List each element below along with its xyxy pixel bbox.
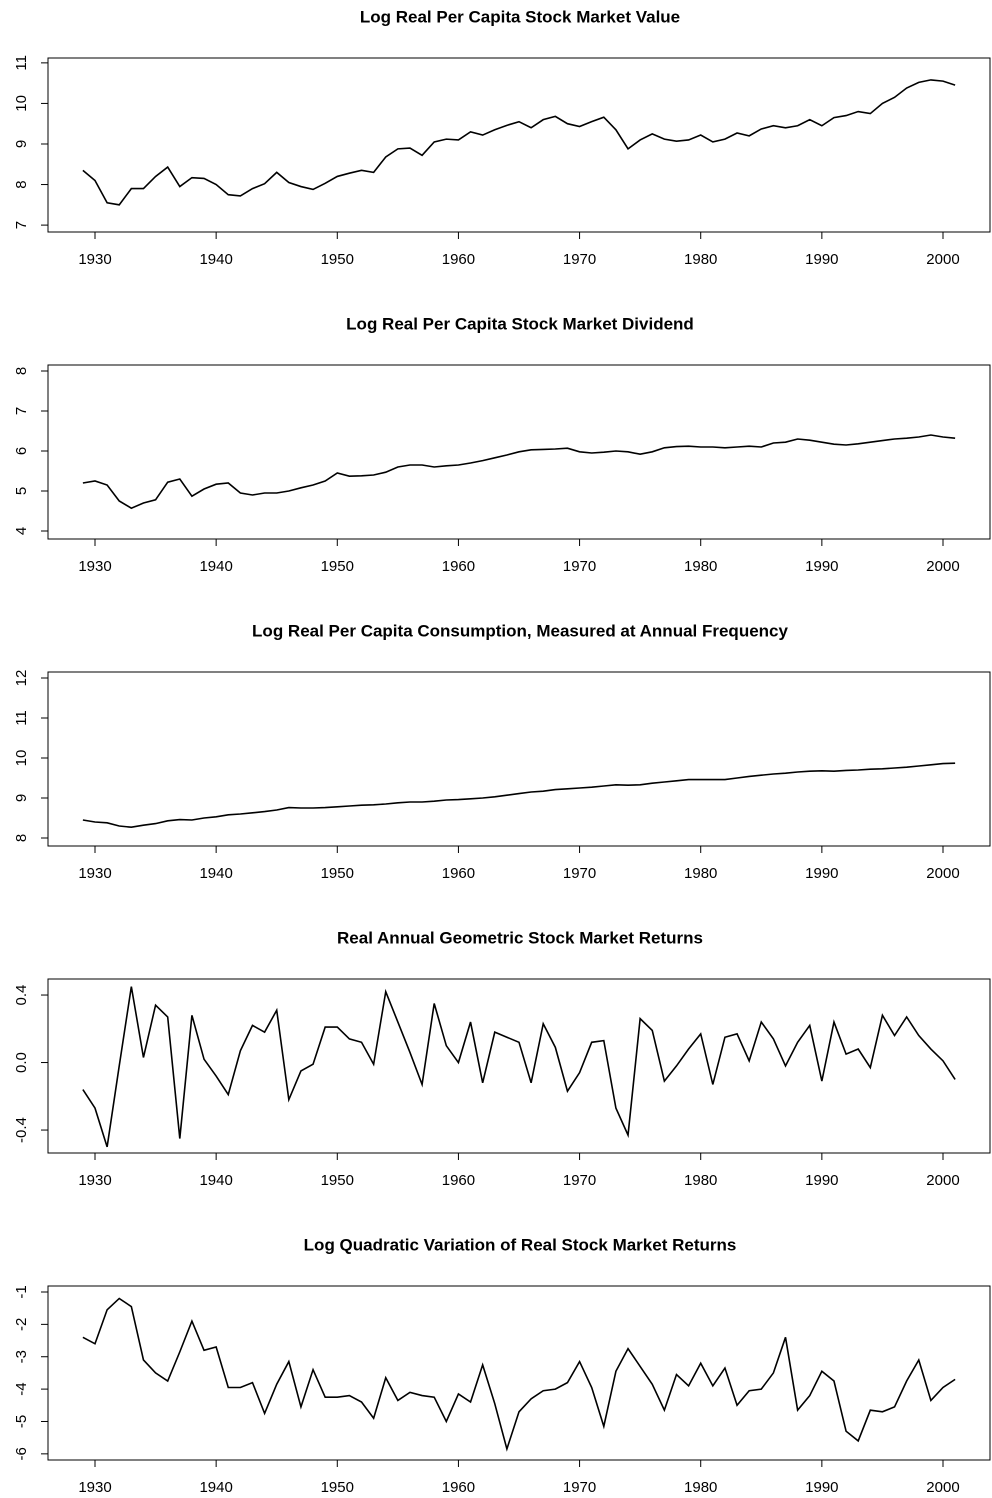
x-tick-label: 1960 [442, 865, 475, 882]
data-line [82, 79, 956, 206]
data-line [82, 986, 956, 1148]
y-tick-label: -6 [13, 1447, 30, 1460]
y-tick-label: -2 [13, 1318, 30, 1331]
chart-title: Log Real Per Capita Stock Market Dividen… [346, 314, 694, 333]
x-tick-label: 2000 [926, 251, 959, 268]
x-tick-label: 1970 [563, 1479, 596, 1496]
y-tick-label: 11 [13, 55, 30, 71]
x-tick-label: 1980 [684, 865, 717, 882]
x-tick-label: 2000 [926, 1172, 959, 1189]
y-tick-label: 7 [13, 407, 30, 415]
y-tick-label: 10 [13, 95, 30, 112]
x-tick-label: 1990 [805, 251, 838, 268]
x-tick-label: 1970 [563, 865, 596, 882]
y-tick-label: 0.4 [13, 985, 30, 1006]
y-tick-label: 12 [13, 670, 30, 687]
x-tick-label: 2000 [926, 1479, 959, 1496]
y-tick-label: 0.0 [13, 1052, 30, 1073]
y-tick-label: 6 [13, 447, 30, 455]
x-tick-label: 1930 [78, 251, 111, 268]
y-tick-label: -4 [13, 1382, 30, 1395]
x-tick-label: 1940 [199, 865, 232, 882]
x-tick-label: 1990 [805, 865, 838, 882]
chart-title: Log Real Per Capita Consumption, Measure… [252, 621, 788, 640]
y-tick-label: 8 [13, 367, 30, 375]
x-tick-label: 1960 [442, 1172, 475, 1189]
data-line [82, 434, 956, 510]
x-tick-label: 1950 [321, 1172, 354, 1189]
x-tick-label: 1940 [199, 1479, 232, 1496]
x-tick-label: 1950 [321, 558, 354, 575]
y-tick-label: 9 [13, 794, 30, 802]
y-tick-label: 8 [13, 180, 30, 188]
x-tick-label: 1980 [684, 558, 717, 575]
x-tick-label: 1970 [563, 251, 596, 268]
x-tick-label: 2000 [926, 865, 959, 882]
x-tick-label: 1960 [442, 558, 475, 575]
chart-title: Log Quadratic Variation of Real Stock Ma… [304, 1235, 737, 1254]
x-tick-label: 1990 [805, 1479, 838, 1496]
x-tick-label: 1970 [563, 1172, 596, 1189]
x-tick-label: 1960 [442, 251, 475, 268]
x-tick-label: 1970 [563, 558, 596, 575]
x-tick-label: 1930 [78, 1479, 111, 1496]
y-tick-label: -5 [13, 1415, 30, 1428]
x-tick-label: 1940 [199, 558, 232, 575]
x-tick-label: 1950 [321, 865, 354, 882]
x-tick-label: 1950 [321, 1479, 354, 1496]
x-tick-label: 1980 [684, 251, 717, 268]
y-tick-label: -3 [13, 1350, 30, 1363]
chart-title: Real Annual Geometric Stock Market Retur… [337, 928, 703, 947]
x-tick-label: 1980 [684, 1479, 717, 1496]
x-tick-label: 1930 [78, 865, 111, 882]
x-tick-label: 1980 [684, 1172, 717, 1189]
x-tick-label: 1940 [199, 251, 232, 268]
x-tick-label: 1930 [78, 1172, 111, 1189]
y-tick-label: 11 [13, 710, 30, 726]
y-tick-label: 8 [13, 834, 30, 842]
data-line [82, 762, 956, 829]
plot-box [47, 57, 991, 233]
y-tick-label: 4 [13, 527, 30, 535]
y-tick-label: -0.4 [13, 1117, 30, 1143]
x-tick-label: 2000 [926, 558, 959, 575]
x-tick-label: 1950 [321, 251, 354, 268]
plot-box [47, 978, 991, 1154]
y-tick-label: 9 [13, 140, 30, 148]
x-tick-label: 1990 [805, 1172, 838, 1189]
y-tick-label: 5 [13, 487, 30, 495]
x-tick-label: 1960 [442, 1479, 475, 1496]
x-tick-label: 1990 [805, 558, 838, 575]
x-tick-label: 1940 [199, 1172, 232, 1189]
y-tick-label: 7 [13, 221, 30, 229]
chart-title: Log Real Per Capita Stock Market Value [360, 7, 680, 26]
y-tick-label: -1 [13, 1285, 30, 1298]
data-line [82, 1297, 956, 1452]
y-tick-label: 10 [13, 750, 30, 767]
x-tick-label: 1930 [78, 558, 111, 575]
